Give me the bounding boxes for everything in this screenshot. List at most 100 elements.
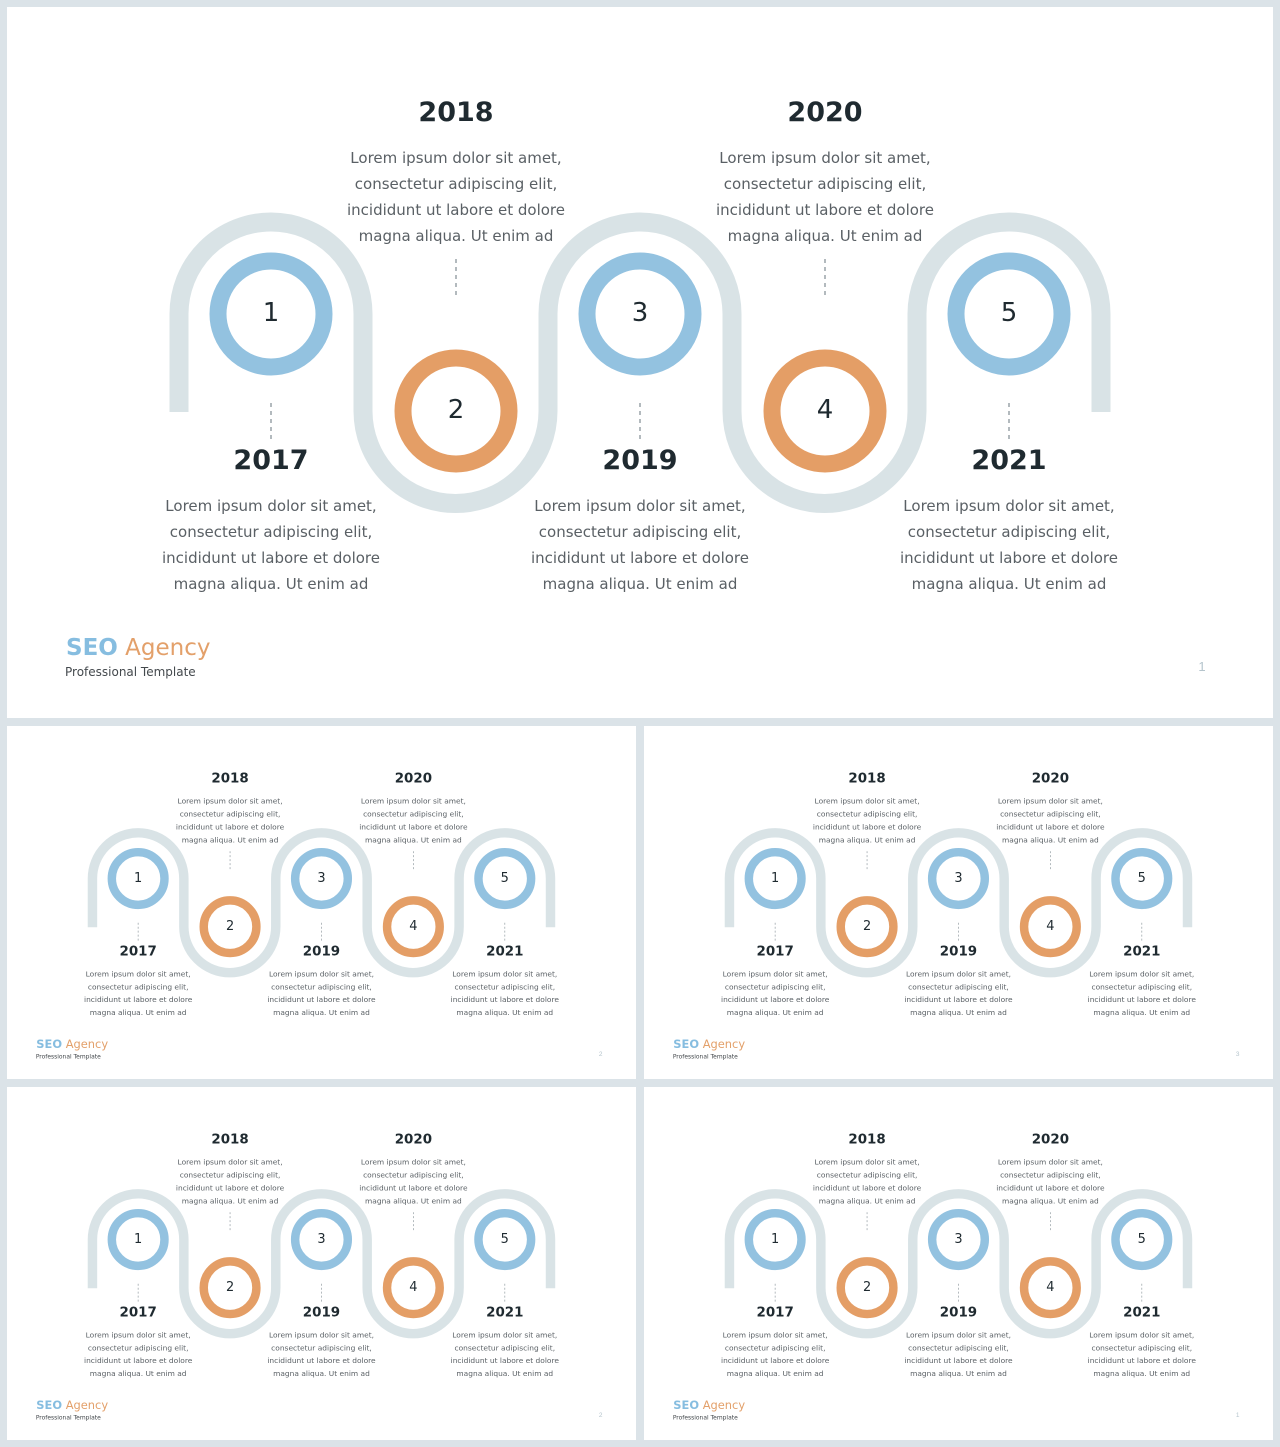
timeline-wave [87,1189,556,1339]
timeline-track [724,828,1193,978]
step-description-3: Lorem ipsum dolor sit amet, consectetur a… [904,1330,1013,1379]
step-ring-5 [1111,847,1173,910]
step-description-1: Lorem ipsum dolor sit amet, consectetur a… [721,969,830,1018]
step-description-4: Lorem ipsum dolor sit amet, consectetur a… [996,1157,1105,1206]
step-description-5: Lorem ipsum dolor sit amet, consectetur a… [1087,969,1196,1018]
step-ring-4 [382,896,444,958]
page-number: 2 [598,1049,603,1058]
step-description-4: Lorem ipsum dolor sit amet, consectetur a… [359,1157,468,1206]
step-description-5: Lorem ipsum dolor sit amet, consectetur a… [1087,1330,1196,1379]
step-number-1: 1 [771,870,780,886]
slide-thumbnail-2[interactable]: 1 2017 Lorem ipsum dolor sit amet, consecte… [644,726,1273,1079]
slide-thumbnail-4[interactable]: 1 2017 Lorem ipsum dolor sit amet, consecte… [644,1087,1273,1440]
step-number-2: 2 [862,918,872,934]
step-year-2019: 2019 [302,1304,341,1320]
step-ring-3 [290,847,353,910]
brand-tagline: Professional Template [35,1052,101,1060]
step-number-5: 5 [1137,1231,1146,1247]
slide-content: 1 2017 Lorem ipsum dolor sit amet, consecte… [7,726,636,1079]
slide-thumbnail-3[interactable]: 1 2017 Lorem ipsum dolor sit amet, consecte… [7,1087,636,1440]
brand-logo: SEO Agency [673,1399,745,1412]
step-number-5: 5 [1000,298,1018,328]
brand-seo: SEO [66,635,118,661]
slide-main[interactable]: 1 2017 Lorem ipsum dolor sit amet, consecte… [7,7,1273,718]
timeline-track [87,828,556,978]
step-ring-3 [578,252,702,376]
step-ring-1 [107,1208,169,1271]
step-description-4: Lorem ipsum dolor sit amet, consectetur a… [359,796,468,845]
step-year-2020: 2020 [394,1131,433,1148]
step-year-2019: 2019 [939,943,978,959]
brand-agency: Agency [62,1037,109,1051]
step-ring-1 [744,847,806,910]
step-year-2020: 2020 [1031,770,1070,787]
page-number: 3 [1235,1049,1240,1058]
step-year-2020: 2020 [1031,1131,1070,1148]
brand-agency: Agency [62,1398,109,1412]
brand-seo: SEO [36,1398,63,1412]
step-number-3: 3 [954,1231,963,1247]
step-year-2017: 2017 [756,1304,794,1320]
brand-tagline: Professional Template [35,1413,101,1421]
step-description-2: Lorem ipsum dolor sit amet, consectetur a… [347,149,565,245]
step-number-1: 1 [262,298,280,328]
step-number-2: 2 [225,918,235,934]
step-number-3: 3 [631,298,649,328]
step-year-2017: 2017 [119,1304,157,1320]
step-number-3: 3 [317,870,326,886]
brand-logo: SEO Agency [673,1038,745,1051]
timeline-track [169,212,1111,513]
step-number-1: 1 [771,1231,780,1247]
step-ring-3 [927,847,990,910]
step-description-3: Lorem ipsum dolor sit amet, consectetur a… [904,969,1013,1018]
step-number-4: 4 [409,1279,418,1295]
brand-agency: Agency [699,1037,746,1051]
step-number-5: 5 [1137,870,1146,886]
slide-thumbnail-1[interactable]: 1 2017 Lorem ipsum dolor sit amet, consecte… [7,726,636,1079]
step-number-4: 4 [409,918,418,934]
step-year-2018: 2018 [848,770,886,787]
step-number-4: 4 [1046,1279,1055,1295]
step-description-3: Lorem ipsum dolor sit amet, consectetur a… [531,497,749,593]
step-ring-5 [474,847,536,910]
slide-content: 1 2017 Lorem ipsum dolor sit amet, consecte… [644,1087,1273,1440]
step-ring-5 [474,1208,536,1271]
step-year-2020: 2020 [394,770,433,787]
step-description-5: Lorem ipsum dolor sit amet, consectetur a… [900,497,1118,593]
brand-tagline: Professional Template [672,1052,738,1060]
step-ring-2 [836,896,898,958]
step-ring-5 [1111,1208,1173,1271]
brand-tagline: Professional Template [672,1413,738,1421]
timeline-wave [169,212,1111,513]
step-number-2: 2 [447,395,465,425]
page-number: 2 [598,1410,603,1419]
step-number-3: 3 [317,1231,326,1247]
step-year-2017: 2017 [119,943,157,959]
step-year-2021: 2021 [486,943,524,959]
step-number-1: 1 [134,870,143,886]
step-ring-2 [199,1257,261,1319]
step-ring-2 [199,896,261,958]
step-ring-4 [763,349,887,473]
step-ring-1 [744,1208,806,1271]
step-description-2: Lorem ipsum dolor sit amet, consectetur a… [812,796,922,845]
step-description-5: Lorem ipsum dolor sit amet, consectetur a… [450,969,559,1018]
step-number-5: 5 [500,1231,509,1247]
step-number-2: 2 [225,1279,235,1295]
step-description-1: Lorem ipsum dolor sit amet, consectetur a… [84,1330,193,1379]
step-year-2019: 2019 [302,943,341,959]
timeline-track [724,1189,1193,1339]
timeline-wave [87,828,556,978]
step-number-5: 5 [500,870,509,886]
step-year-2018: 2018 [418,97,494,128]
step-ring-4 [1019,1257,1081,1319]
step-description-4: Lorem ipsum dolor sit amet, consectetur a… [716,149,934,245]
page-number: 1 [1198,659,1206,674]
step-ring-4 [382,1257,444,1319]
step-year-2020: 2020 [787,97,863,128]
step-number-1: 1 [134,1231,143,1247]
brand-seo: SEO [673,1398,700,1412]
step-year-2018: 2018 [848,1131,886,1148]
step-description-4: Lorem ipsum dolor sit amet, consectetur a… [996,796,1105,845]
step-ring-2 [394,349,518,473]
